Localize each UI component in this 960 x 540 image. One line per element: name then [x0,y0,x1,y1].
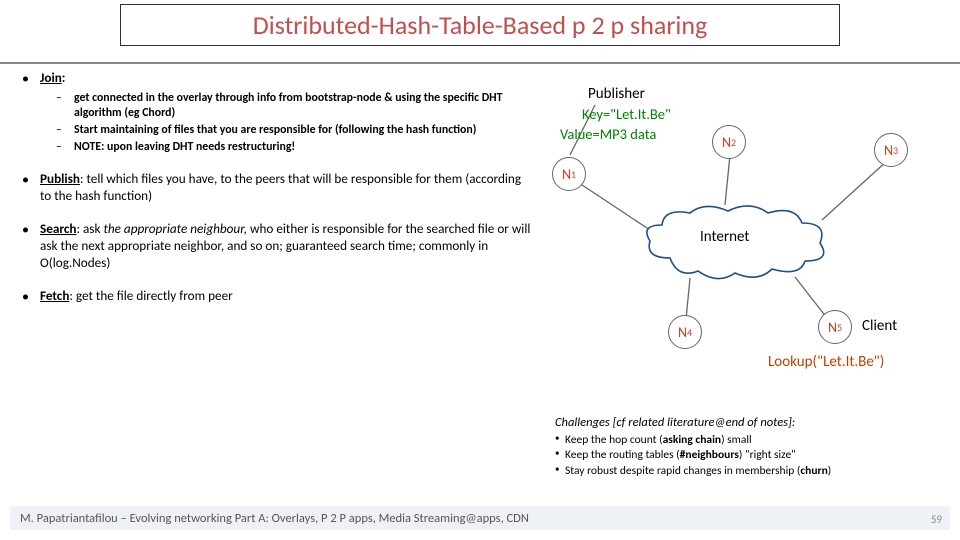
node-n5: N5 [818,310,852,344]
publish-body: : tell which files you have, to the peer… [40,170,521,204]
bullet-list: Join: get connected in the overlay throu… [22,70,532,321]
value-line: Value=MP3 data [560,125,656,143]
challenges-block: Challenges [cf related literature@end of… [555,415,955,479]
challenges-heading: Challenges [cf related literature@end of… [555,415,955,432]
join-sublist: get connected in the overlay through inf… [40,91,532,155]
node-n4: N4 [668,315,702,349]
bullet-join: Join: get connected in the overlay throu… [22,70,532,155]
footer: M. Papatriantafilou – Evolving networkin… [10,506,950,530]
lookup-label: Lookup("Let.It.Be") [768,353,884,371]
bullet-fetch: Fetch: get the file directly from peer [22,288,532,305]
fetch-head: Fetch [40,287,69,304]
slide-title: Distributed-Hash-Table-Based p 2 p shari… [120,4,840,46]
bullet-search: Search: ask the appropriate neighbour, w… [22,221,532,272]
page-number: 59 [931,513,942,526]
slide-title-text: Distributed-Hash-Table-Based p 2 p shari… [253,9,708,41]
internet-label: Internet [700,228,749,246]
node-n2: N2 [712,125,746,159]
key-line: Key="Let.It.Be" [582,105,671,123]
node-n3: N3 [874,133,908,167]
challenge-3: Stay robust despite rapid changes in mem… [555,464,955,480]
fetch-body: : get the file directly from peer [69,287,232,304]
bullet-publish: Publish: tell which files you have, to t… [22,171,532,205]
join-head: Join [40,69,62,86]
join-sub3: NOTE: upon leaving DHT needs restructuri… [50,140,532,155]
footer-text: M. Papatriantafilou – Evolving networkin… [20,511,529,526]
search-head: Search [40,220,76,237]
divider [0,62,960,64]
publish-head: Publish [40,170,80,187]
client-label: Client [862,317,897,335]
join-sub2: Start maintaining of files that you are … [50,123,532,138]
network-diagram: Publisher Key="Let.It.Be" Value=MP3 data… [540,85,950,415]
challenge-1: Keep the hop count (asking chain) small [555,433,955,449]
node-n1: N1 [552,157,586,191]
publisher-label: Publisher [588,85,645,103]
join-sub1: get connected in the overlay through inf… [50,91,532,121]
challenge-2: Keep the routing tables (#neighbours) "r… [555,448,955,464]
